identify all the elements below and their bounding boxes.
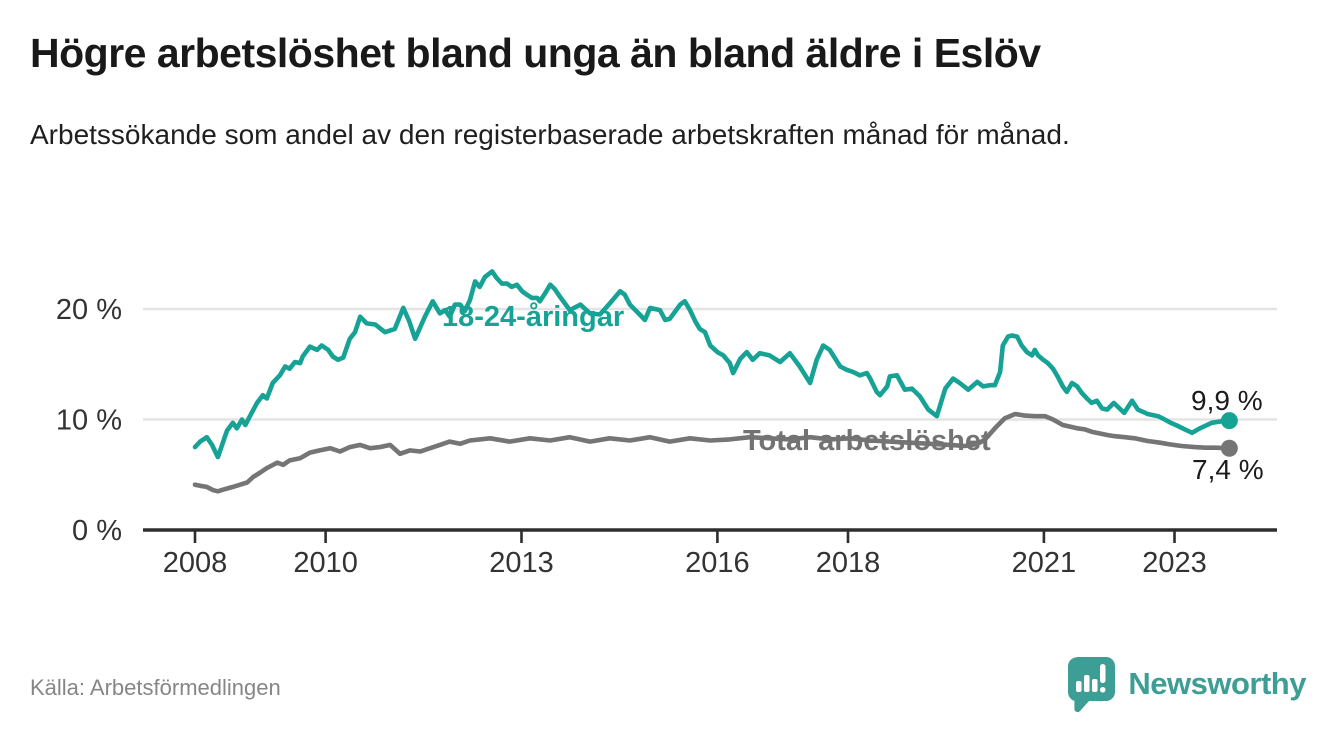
- y-tick-label-20: 20 %: [56, 294, 122, 326]
- page-subtitle: Arbetssökande som andel av den registerb…: [30, 119, 1070, 150]
- x-tick-label-2023: 2023: [1142, 547, 1207, 579]
- x-tick-label-2010: 2010: [293, 547, 358, 579]
- page-title: Högre arbetslöshet bland unga än bland ä…: [30, 30, 1041, 76]
- x-tick-label-2008: 2008: [163, 547, 228, 579]
- series-line-total: [192, 411, 1232, 494]
- newsworthy-wordmark: Newsworthy: [1128, 666, 1306, 701]
- end-value-label-total: 7,4 %: [1192, 454, 1264, 485]
- newsworthy-bubble-chart-icon: [1068, 657, 1116, 712]
- series-label-youth: 18-24-åringar: [442, 301, 625, 333]
- x-tick-label-2018: 2018: [816, 547, 881, 579]
- series-line-youth: [192, 269, 1232, 460]
- end-value-label-youth: 9,9 %: [1191, 385, 1263, 416]
- y-tick-label-10: 10 %: [56, 405, 122, 437]
- source-note: Källa: Arbetsförmedlingen: [30, 675, 281, 700]
- x-tick-label-2021: 2021: [1012, 547, 1077, 579]
- x-tick-label-2013: 2013: [489, 547, 554, 579]
- newsworthy-logo: Newsworthy: [1067, 656, 1306, 712]
- end-dot-youth: [1220, 412, 1238, 430]
- end-dot-total: [1220, 439, 1238, 457]
- series-label-total: Total arbetslöshet: [743, 425, 991, 457]
- y-tick-label-0: 0 %: [72, 515, 122, 547]
- x-tick-label-2016: 2016: [685, 547, 750, 579]
